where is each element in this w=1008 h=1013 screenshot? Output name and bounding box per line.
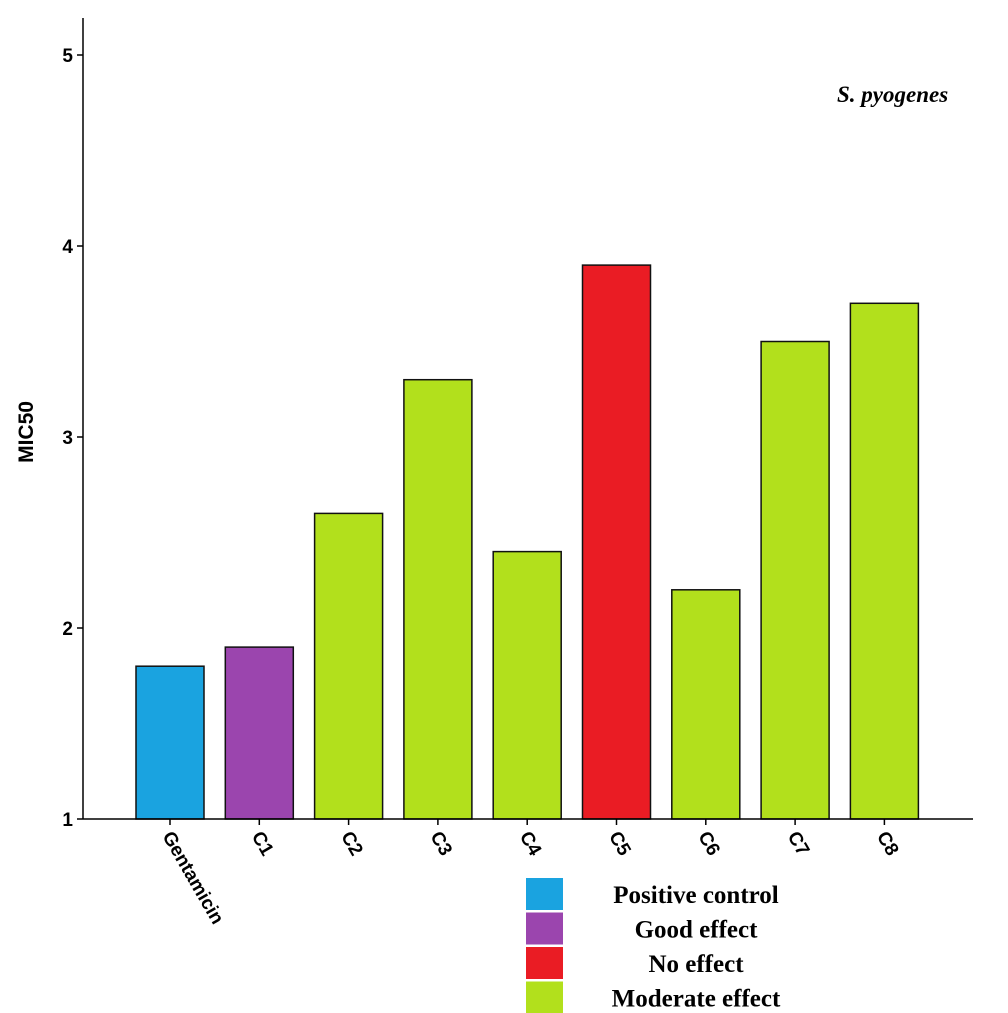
x-tick-label-c1: C1 bbox=[247, 828, 278, 860]
y-tick-label: 1 bbox=[62, 810, 73, 831]
bar-c4 bbox=[492, 550, 562, 820]
bar-c3 bbox=[403, 378, 473, 820]
y-tick-label: 2 bbox=[62, 619, 73, 640]
legend-label: Positive control bbox=[613, 882, 779, 909]
bar-c6 bbox=[671, 589, 741, 820]
legend-swatch bbox=[526, 878, 563, 910]
bar-c7 bbox=[760, 340, 830, 820]
legend-label: Moderate effect bbox=[612, 986, 781, 1013]
y-tick-label: 4 bbox=[62, 237, 73, 258]
y-tick-label: 5 bbox=[62, 46, 73, 67]
bar-c8 bbox=[849, 302, 920, 820]
bar-c2 bbox=[313, 512, 384, 820]
legend: Positive control Good effect No effect Mode… bbox=[526, 878, 781, 1013]
bar-c5 bbox=[581, 264, 652, 820]
legend-swatch bbox=[526, 981, 563, 1013]
legend-swatch bbox=[526, 912, 563, 945]
x-tick-label-c6: C6 bbox=[693, 828, 723, 860]
organism-annotation: S. pyogenes bbox=[837, 82, 948, 107]
x-tick-label-c7: C7 bbox=[783, 828, 813, 860]
x-tick-label-gentamicin: Gentamicin bbox=[158, 828, 228, 928]
y-ticks: 1 2 3 4 5 bbox=[62, 46, 83, 831]
legend-label: No effect bbox=[648, 951, 744, 978]
legend-swatch bbox=[526, 947, 563, 979]
x-tick-label-c4: C4 bbox=[515, 828, 546, 860]
bar-c1 bbox=[224, 646, 295, 820]
x-tick-labels: Gentamicin C1 C2 C3 C4 C5 C6 C7 C8 bbox=[158, 819, 902, 928]
x-tick-label-c3: C3 bbox=[426, 828, 456, 860]
x-tick-label-c5: C5 bbox=[604, 828, 635, 860]
bar-gentamicin bbox=[135, 665, 205, 820]
x-tick-label-c8: C8 bbox=[872, 828, 902, 860]
y-axis-label: MIC50 bbox=[15, 401, 38, 463]
y-tick-label: 3 bbox=[62, 428, 73, 449]
bars bbox=[135, 264, 920, 820]
x-tick-label-c2: C2 bbox=[336, 828, 366, 860]
legend-label: Good effect bbox=[635, 917, 759, 944]
